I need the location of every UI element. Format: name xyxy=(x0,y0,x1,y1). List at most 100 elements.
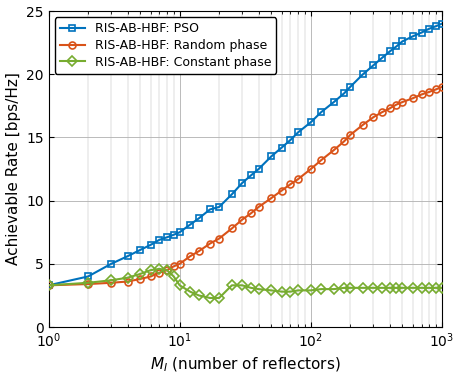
RIS-AB-HBF: Constant phase: (60, 2.8): Constant phase: (60, 2.8) xyxy=(278,289,284,294)
X-axis label: $M_I$ (number of reflectors): $M_I$ (number of reflectors) xyxy=(150,356,340,374)
RIS-AB-HBF: Constant phase: (17, 2.3): Constant phase: (17, 2.3) xyxy=(207,296,212,300)
RIS-AB-HBF: Random phase: (80, 11.7): Random phase: (80, 11.7) xyxy=(295,177,300,181)
RIS-AB-HBF: Random phase: (900, 18.8): Random phase: (900, 18.8) xyxy=(432,87,438,92)
RIS-AB-HBF: PSO: (35, 12): PSO: (35, 12) xyxy=(248,173,253,177)
RIS-AB-HBF: Constant phase: (5, 4.2): Constant phase: (5, 4.2) xyxy=(137,272,143,276)
RIS-AB-HBF: Constant phase: (120, 3): Constant phase: (120, 3) xyxy=(318,287,323,291)
RIS-AB-HBF: Constant phase: (80, 2.9): Constant phase: (80, 2.9) xyxy=(295,288,300,293)
RIS-AB-HBF: Random phase: (25, 7.8): Random phase: (25, 7.8) xyxy=(229,226,234,231)
RIS-AB-HBF: PSO: (180, 18.5): PSO: (180, 18.5) xyxy=(341,91,346,95)
RIS-AB-HBF: Random phase: (14, 6): Random phase: (14, 6) xyxy=(196,249,201,253)
RIS-AB-HBF: Random phase: (100, 12.5): Random phase: (100, 12.5) xyxy=(308,167,313,171)
RIS-AB-HBF: Random phase: (500, 17.8): Random phase: (500, 17.8) xyxy=(399,100,404,104)
RIS-AB-HBF: PSO: (3, 5): PSO: (3, 5) xyxy=(108,261,114,266)
RIS-AB-HBF: PSO: (30, 11.4): PSO: (30, 11.4) xyxy=(239,180,245,185)
RIS-AB-HBF: Random phase: (3, 3.5): Random phase: (3, 3.5) xyxy=(108,280,114,285)
RIS-AB-HBF: Random phase: (120, 13.2): Random phase: (120, 13.2) xyxy=(318,158,323,163)
RIS-AB-HBF: PSO: (900, 23.8): PSO: (900, 23.8) xyxy=(432,24,438,28)
RIS-AB-HBF: Constant phase: (150, 3): Constant phase: (150, 3) xyxy=(330,287,336,291)
RIS-AB-HBF: Random phase: (600, 18.1): Random phase: (600, 18.1) xyxy=(409,96,414,101)
RIS-AB-HBF: Random phase: (700, 18.4): Random phase: (700, 18.4) xyxy=(418,92,423,97)
RIS-AB-HBF: Random phase: (20, 7): Random phase: (20, 7) xyxy=(216,236,221,241)
RIS-AB-HBF: PSO: (40, 12.5): PSO: (40, 12.5) xyxy=(255,167,261,171)
RIS-AB-HBF: PSO: (20, 9.5): PSO: (20, 9.5) xyxy=(216,205,221,209)
RIS-AB-HBF: PSO: (9, 7.3): PSO: (9, 7.3) xyxy=(171,233,176,237)
RIS-AB-HBF: PSO: (17, 9.3): PSO: (17, 9.3) xyxy=(207,207,212,212)
RIS-AB-HBF: Random phase: (4, 3.6): Random phase: (4, 3.6) xyxy=(124,279,130,284)
RIS-AB-HBF: PSO: (2, 4): PSO: (2, 4) xyxy=(85,274,90,279)
RIS-AB-HBF: Random phase: (1, 3.3): Random phase: (1, 3.3) xyxy=(46,283,51,288)
RIS-AB-HBF: Constant phase: (180, 3.1): Constant phase: (180, 3.1) xyxy=(341,285,346,290)
RIS-AB-HBF: PSO: (100, 16.2): PSO: (100, 16.2) xyxy=(308,120,313,125)
RIS-AB-HBF: PSO: (200, 19): PSO: (200, 19) xyxy=(347,85,352,89)
RIS-AB-HBF: Constant phase: (1, 3.3): Constant phase: (1, 3.3) xyxy=(46,283,51,288)
RIS-AB-HBF: Constant phase: (700, 3.1): Constant phase: (700, 3.1) xyxy=(418,285,423,290)
RIS-AB-HBF: PSO: (10, 7.5): PSO: (10, 7.5) xyxy=(177,230,182,234)
RIS-AB-HBF: Constant phase: (2, 3.5): Constant phase: (2, 3.5) xyxy=(85,280,90,285)
RIS-AB-HBF: Random phase: (450, 17.6): Random phase: (450, 17.6) xyxy=(393,102,398,107)
Line: RIS-AB-HBF: PSO: RIS-AB-HBF: PSO xyxy=(45,20,444,289)
RIS-AB-HBF: PSO: (700, 23.3): PSO: (700, 23.3) xyxy=(418,30,423,35)
RIS-AB-HBF: PSO: (50, 13.5): PSO: (50, 13.5) xyxy=(268,154,274,159)
RIS-AB-HBF: Random phase: (9, 4.8): Random phase: (9, 4.8) xyxy=(171,264,176,269)
Y-axis label: Achievable Rate [bps/Hz]: Achievable Rate [bps/Hz] xyxy=(6,73,21,266)
RIS-AB-HBF: Constant phase: (3, 3.7): Constant phase: (3, 3.7) xyxy=(108,278,114,283)
RIS-AB-HBF: Constant phase: (7, 4.6): Constant phase: (7, 4.6) xyxy=(156,267,162,271)
RIS-AB-HBF: PSO: (4, 5.6): PSO: (4, 5.6) xyxy=(124,254,130,258)
RIS-AB-HBF: Random phase: (1e+03, 19): Random phase: (1e+03, 19) xyxy=(438,85,444,89)
RIS-AB-HBF: Constant phase: (800, 3.1): Constant phase: (800, 3.1) xyxy=(425,285,431,290)
RIS-AB-HBF: PSO: (800, 23.6): PSO: (800, 23.6) xyxy=(425,27,431,31)
RIS-AB-HBF: PSO: (80, 15.4): PSO: (80, 15.4) xyxy=(295,130,300,135)
RIS-AB-HBF: PSO: (6, 6.5): PSO: (6, 6.5) xyxy=(147,242,153,247)
RIS-AB-HBF: PSO: (1e+03, 24): PSO: (1e+03, 24) xyxy=(438,21,444,26)
RIS-AB-HBF: Random phase: (250, 16): Random phase: (250, 16) xyxy=(359,122,365,127)
RIS-AB-HBF: Constant phase: (1e+03, 3.1): Constant phase: (1e+03, 3.1) xyxy=(438,285,444,290)
RIS-AB-HBF: Constant phase: (9, 4): Constant phase: (9, 4) xyxy=(171,274,176,279)
Line: RIS-AB-HBF: Random phase: RIS-AB-HBF: Random phase xyxy=(45,84,444,289)
RIS-AB-HBF: PSO: (5, 6.1): PSO: (5, 6.1) xyxy=(137,248,143,252)
RIS-AB-HBF: Constant phase: (200, 3.1): Constant phase: (200, 3.1) xyxy=(347,285,352,290)
RIS-AB-HBF: Random phase: (7, 4.3): Random phase: (7, 4.3) xyxy=(156,271,162,275)
RIS-AB-HBF: Random phase: (17, 6.6): Random phase: (17, 6.6) xyxy=(207,241,212,246)
RIS-AB-HBF: Random phase: (12, 5.6): Random phase: (12, 5.6) xyxy=(187,254,192,258)
RIS-AB-HBF: PSO: (150, 17.8): PSO: (150, 17.8) xyxy=(330,100,336,104)
RIS-AB-HBF: Constant phase: (50, 2.9): Constant phase: (50, 2.9) xyxy=(268,288,274,293)
RIS-AB-HBF: PSO: (1, 3.3): PSO: (1, 3.3) xyxy=(46,283,51,288)
RIS-AB-HBF: Random phase: (150, 14): Random phase: (150, 14) xyxy=(330,148,336,152)
RIS-AB-HBF: Constant phase: (600, 3.1): Constant phase: (600, 3.1) xyxy=(409,285,414,290)
RIS-AB-HBF: Random phase: (35, 9): Random phase: (35, 9) xyxy=(248,211,253,215)
RIS-AB-HBF: Constant phase: (350, 3.1): Constant phase: (350, 3.1) xyxy=(379,285,384,290)
RIS-AB-HBF: Random phase: (350, 17): Random phase: (350, 17) xyxy=(379,110,384,114)
RIS-AB-HBF: Random phase: (200, 15.2): Random phase: (200, 15.2) xyxy=(347,133,352,137)
RIS-AB-HBF: Constant phase: (10, 3.3): Constant phase: (10, 3.3) xyxy=(177,283,182,288)
RIS-AB-HBF: PSO: (450, 22.2): PSO: (450, 22.2) xyxy=(393,44,398,49)
RIS-AB-HBF: Random phase: (40, 9.5): Random phase: (40, 9.5) xyxy=(255,205,261,209)
RIS-AB-HBF: Constant phase: (40, 3): Constant phase: (40, 3) xyxy=(255,287,261,291)
RIS-AB-HBF: Constant phase: (14, 2.5): Constant phase: (14, 2.5) xyxy=(196,293,201,298)
RIS-AB-HBF: Constant phase: (6, 4.5): Constant phase: (6, 4.5) xyxy=(147,268,153,272)
RIS-AB-HBF: Constant phase: (35, 3.1): Constant phase: (35, 3.1) xyxy=(248,285,253,290)
RIS-AB-HBF: Random phase: (10, 5): Random phase: (10, 5) xyxy=(177,261,182,266)
RIS-AB-HBF: Constant phase: (70, 2.8): Constant phase: (70, 2.8) xyxy=(287,289,292,294)
RIS-AB-HBF: PSO: (25, 10.5): PSO: (25, 10.5) xyxy=(229,192,234,196)
RIS-AB-HBF: PSO: (8, 7.1): PSO: (8, 7.1) xyxy=(164,235,169,239)
RIS-AB-HBF: Random phase: (70, 11.3): Random phase: (70, 11.3) xyxy=(287,182,292,187)
RIS-AB-HBF: Constant phase: (25, 3.3): Constant phase: (25, 3.3) xyxy=(229,283,234,288)
RIS-AB-HBF: Random phase: (2, 3.4): Random phase: (2, 3.4) xyxy=(85,282,90,287)
RIS-AB-HBF: Random phase: (30, 8.5): Random phase: (30, 8.5) xyxy=(239,217,245,222)
RIS-AB-HBF: Random phase: (400, 17.3): Random phase: (400, 17.3) xyxy=(386,106,392,111)
Line: RIS-AB-HBF: Constant phase: RIS-AB-HBF: Constant phase xyxy=(45,265,444,301)
RIS-AB-HBF: Constant phase: (100, 2.9): Constant phase: (100, 2.9) xyxy=(308,288,313,293)
RIS-AB-HBF: Constant phase: (20, 2.3): Constant phase: (20, 2.3) xyxy=(216,296,221,300)
RIS-AB-HBF: Constant phase: (250, 3.1): Constant phase: (250, 3.1) xyxy=(359,285,365,290)
RIS-AB-HBF: PSO: (500, 22.6): PSO: (500, 22.6) xyxy=(399,39,404,44)
RIS-AB-HBF: PSO: (250, 20): PSO: (250, 20) xyxy=(359,72,365,76)
Legend: RIS-AB-HBF: PSO, RIS-AB-HBF: Random phase, RIS-AB-HBF: Constant phase: RIS-AB-HBF: PSO, RIS-AB-HBF: Random phas… xyxy=(55,17,276,74)
RIS-AB-HBF: PSO: (400, 21.8): PSO: (400, 21.8) xyxy=(386,49,392,54)
RIS-AB-HBF: Random phase: (50, 10.2): Random phase: (50, 10.2) xyxy=(268,196,274,200)
RIS-AB-HBF: Constant phase: (30, 3.3): Constant phase: (30, 3.3) xyxy=(239,283,245,288)
RIS-AB-HBF: Constant phase: (12, 2.8): Constant phase: (12, 2.8) xyxy=(187,289,192,294)
RIS-AB-HBF: Random phase: (60, 10.8): Random phase: (60, 10.8) xyxy=(278,188,284,193)
RIS-AB-HBF: PSO: (120, 17): PSO: (120, 17) xyxy=(318,110,323,114)
RIS-AB-HBF: Constant phase: (450, 3.1): Constant phase: (450, 3.1) xyxy=(393,285,398,290)
